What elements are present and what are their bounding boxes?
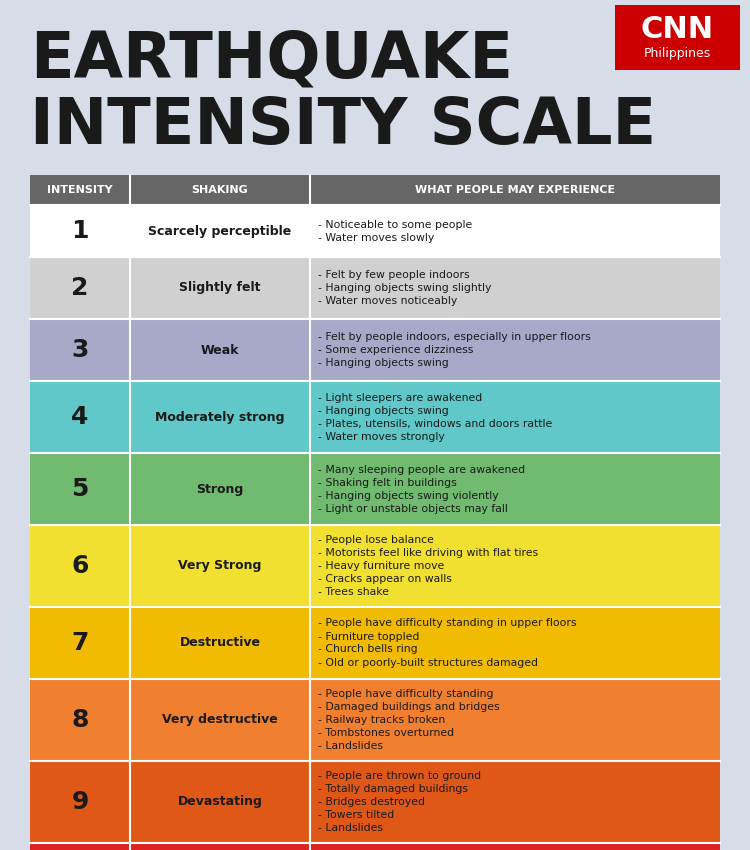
Text: - Light sleepers are awakened: - Light sleepers are awakened	[318, 393, 482, 403]
Text: Philippines: Philippines	[644, 48, 711, 60]
Text: - Motorists feel like driving with flat tires: - Motorists feel like driving with flat …	[318, 548, 538, 558]
Text: - Bridges destroyed: - Bridges destroyed	[318, 797, 425, 807]
Text: - Many sleeping people are awakened: - Many sleeping people are awakened	[318, 464, 525, 474]
Text: Strong: Strong	[196, 483, 244, 496]
Text: Slightly felt: Slightly felt	[179, 281, 261, 294]
Text: - Water moves noticeably: - Water moves noticeably	[318, 296, 458, 306]
Bar	[30, 319, 720, 381]
Text: 9: 9	[71, 790, 88, 814]
Text: - Some experience dizziness: - Some experience dizziness	[318, 345, 473, 355]
Text: Weak: Weak	[201, 343, 239, 356]
Text: Scarcely perceptible: Scarcely perceptible	[148, 224, 292, 237]
Text: - Furniture toppled: - Furniture toppled	[318, 632, 419, 642]
Text: - Light or unstable objects may fall: - Light or unstable objects may fall	[318, 503, 508, 513]
Text: Moderately strong: Moderately strong	[155, 411, 285, 423]
Text: - People have difficulty standing in upper floors: - People have difficulty standing in upp…	[318, 619, 577, 628]
Text: - Heavy furniture move: - Heavy furniture move	[318, 561, 444, 571]
Text: - Hanging objects swing: - Hanging objects swing	[318, 358, 448, 368]
Text: 5: 5	[71, 477, 88, 501]
Text: - Towers tilted: - Towers tilted	[318, 810, 394, 820]
Text: 2: 2	[71, 276, 88, 300]
Text: - Plates, utensils, windows and doors rattle: - Plates, utensils, windows and doors ra…	[318, 418, 552, 428]
Text: - Felt by people indoors, especially in upper floors: - Felt by people indoors, especially in …	[318, 332, 591, 342]
Text: INTENSITY: INTENSITY	[47, 185, 112, 195]
Bar	[30, 453, 720, 525]
Text: - Cracks appear on walls: - Cracks appear on walls	[318, 574, 452, 584]
Text: INTENSITY SCALE: INTENSITY SCALE	[30, 95, 656, 157]
Text: - Tombstones overturned: - Tombstones overturned	[318, 728, 454, 738]
Bar	[30, 257, 720, 319]
Bar	[30, 525, 720, 607]
Text: - Water moves strongly: - Water moves strongly	[318, 432, 445, 441]
Bar	[30, 843, 720, 850]
Text: Devastating: Devastating	[178, 796, 262, 808]
Text: SHAKING: SHAKING	[192, 185, 248, 195]
Text: CNN: CNN	[641, 15, 714, 44]
Text: - Landslides: - Landslides	[318, 741, 383, 751]
Text: - Railway tracks broken: - Railway tracks broken	[318, 715, 446, 725]
Text: - Trees shake: - Trees shake	[318, 587, 389, 597]
Text: 4: 4	[71, 405, 88, 429]
Text: 7: 7	[71, 631, 88, 655]
Bar	[30, 381, 720, 453]
Text: - Noticeable to some people: - Noticeable to some people	[318, 219, 472, 230]
Bar	[30, 607, 720, 679]
Text: 6: 6	[71, 554, 88, 578]
Text: - Water moves slowly: - Water moves slowly	[318, 233, 434, 242]
Text: Destructive: Destructive	[179, 637, 260, 649]
Text: - Shaking felt in buildings: - Shaking felt in buildings	[318, 478, 457, 488]
Text: Very destructive: Very destructive	[162, 713, 278, 727]
Text: 1: 1	[71, 219, 88, 243]
Text: - Totally damaged buildings: - Totally damaged buildings	[318, 784, 468, 794]
Bar	[30, 175, 720, 205]
Bar	[30, 205, 720, 257]
Text: 8: 8	[71, 708, 88, 732]
Text: - People lose balance: - People lose balance	[318, 535, 434, 545]
Text: - Hanging objects swing: - Hanging objects swing	[318, 405, 448, 416]
Text: - Hanging objects swing violently: - Hanging objects swing violently	[318, 490, 499, 501]
Text: - Damaged buildings and bridges: - Damaged buildings and bridges	[318, 702, 500, 712]
Bar	[30, 679, 720, 761]
Text: - Landslides: - Landslides	[318, 823, 383, 833]
Text: Very Strong: Very Strong	[178, 559, 262, 573]
Text: 3: 3	[71, 338, 88, 362]
Text: EARTHQUAKE: EARTHQUAKE	[30, 28, 513, 90]
Text: - Hanging objects swing slightly: - Hanging objects swing slightly	[318, 283, 491, 293]
Text: - People have difficulty standing: - People have difficulty standing	[318, 689, 494, 699]
Text: - Old or poorly-built structures damaged: - Old or poorly-built structures damaged	[318, 658, 538, 667]
Text: - Church bells ring: - Church bells ring	[318, 644, 418, 654]
Text: WHAT PEOPLE MAY EXPERIENCE: WHAT PEOPLE MAY EXPERIENCE	[415, 185, 615, 195]
Bar	[30, 761, 720, 843]
Text: - Felt by few people indoors: - Felt by few people indoors	[318, 270, 470, 280]
Text: - People are thrown to ground: - People are thrown to ground	[318, 771, 482, 781]
Bar	[615, 5, 740, 70]
